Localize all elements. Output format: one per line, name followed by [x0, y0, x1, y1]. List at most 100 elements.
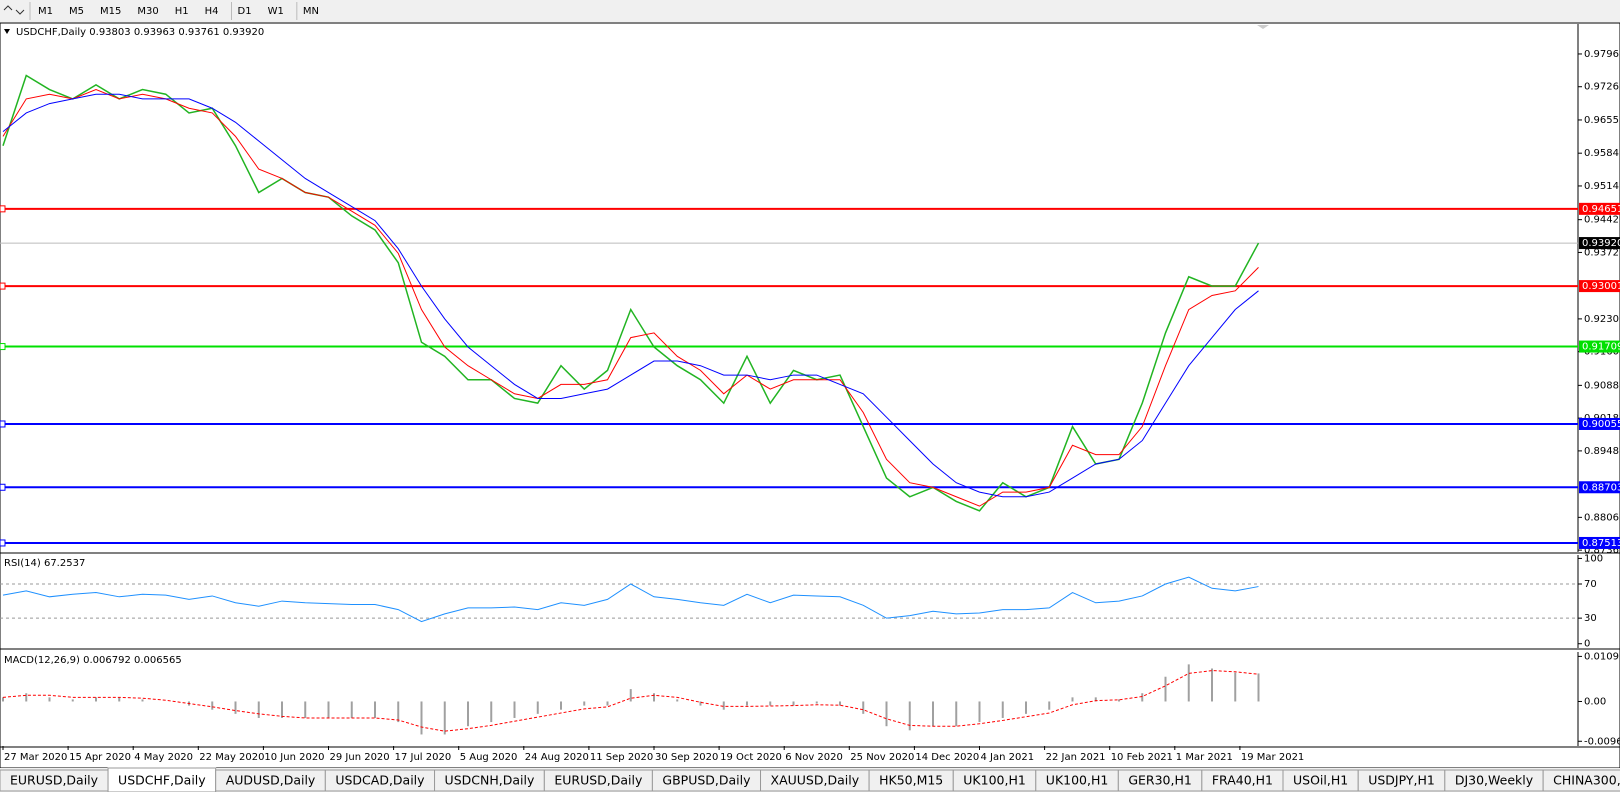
- timeframe-button[interactable]: M1: [38, 6, 53, 17]
- tab-label[interactable]: USDCHF,Daily: [118, 773, 206, 788]
- x-tick-label: 1 Mar 2021: [1176, 752, 1233, 763]
- x-tick-label: 11 Sep 2020: [590, 752, 653, 763]
- level-anchor: [0, 205, 6, 213]
- level-price-label: 0.87513: [1582, 538, 1620, 549]
- level-anchor: [0, 539, 6, 547]
- tab-label[interactable]: FRA40,H1: [1212, 773, 1273, 788]
- indicator-title: USDCHF,Daily 0.93803 0.93963 0.93761 0.9…: [16, 27, 264, 38]
- timeframe-button[interactable]: M30: [137, 6, 158, 17]
- tab-label[interactable]: XAUUSD,Daily: [771, 773, 860, 788]
- tab-label[interactable]: AUDUSD,Daily: [226, 773, 316, 788]
- level-price-box: [1579, 340, 1620, 353]
- tab-label[interactable]: UK100,H1: [1046, 773, 1109, 788]
- timeframe-button[interactable]: W1: [268, 6, 284, 17]
- timeframe-button[interactable]: H4: [205, 6, 219, 17]
- x-tick-label: 29 Jun 2020: [330, 752, 390, 763]
- x-tick-label: 30 Sep 2020: [655, 752, 718, 763]
- y-tick-label: 0.010933: [1584, 651, 1620, 662]
- series-line: [2, 576, 1259, 623]
- level-price-label: 0.90055: [1582, 419, 1620, 430]
- series-line: [2, 88, 1259, 507]
- level-price-label: 0.91709: [1582, 342, 1620, 353]
- tab-label[interactable]: GBPUSD,Daily: [662, 773, 751, 788]
- tab-label[interactable]: HK50,M15: [879, 773, 943, 788]
- tab-label[interactable]: USOil,H1: [1293, 773, 1348, 788]
- tab-label[interactable]: USDCNH,Daily: [445, 773, 535, 788]
- tab-label[interactable]: USDCAD,Daily: [335, 773, 425, 788]
- x-tick-label: 14 Dec 2020: [915, 752, 979, 763]
- x-tick-label: 17 Jul 2020: [395, 752, 452, 763]
- x-tick-label: 22 Jan 2021: [1046, 752, 1106, 763]
- level-anchor: [0, 420, 6, 428]
- tab-label[interactable]: USDJPY,H1: [1368, 773, 1435, 788]
- x-tick-label: 19 Mar 2021: [1241, 752, 1304, 763]
- level-price-label: 0.94651: [1582, 204, 1620, 215]
- last-price-label: 0.93920: [1582, 238, 1620, 249]
- chart-window: [0, 22, 1620, 769]
- tab[interactable]: [107, 767, 217, 793]
- collapse-icon: [4, 29, 10, 34]
- tab-label[interactable]: EURUSD,Daily: [554, 773, 643, 788]
- level-price-box: [1579, 417, 1620, 430]
- x-tick-label: 10 Feb 2021: [1111, 752, 1173, 763]
- x-tick-label: 4 May 2020: [134, 752, 193, 763]
- level-price-box: [1579, 202, 1620, 215]
- tab-label[interactable]: UK100,H1: [963, 773, 1026, 788]
- timeframe-button[interactable]: M15: [100, 6, 121, 17]
- x-tick-label: 24 Aug 2020: [525, 752, 589, 763]
- tab-label[interactable]: GER30,H1: [1128, 773, 1192, 788]
- y-tick-label: 100: [1584, 553, 1603, 564]
- level-price-label: 0.88703: [1582, 482, 1620, 493]
- x-tick-label: 15 Apr 2020: [69, 752, 131, 763]
- series-line: [2, 93, 1259, 498]
- last-price-box: [1579, 237, 1620, 250]
- level-anchor: [0, 282, 6, 290]
- tab[interactable]: [1542, 769, 1620, 792]
- tab-label[interactable]: DJ30,Weekly: [1455, 773, 1534, 788]
- level-anchor: [0, 483, 6, 491]
- signal-line: [2, 670, 1259, 732]
- tab-label[interactable]: CHINA300,H1: [1553, 773, 1620, 788]
- level-price-box: [1579, 536, 1620, 549]
- x-tick-label: 25 Nov 2020: [850, 752, 914, 763]
- x-tick-label: 19 Oct 2020: [720, 752, 782, 763]
- timeframe-button[interactable]: H1: [175, 6, 189, 17]
- x-tick-label: 22 May 2020: [199, 752, 264, 763]
- x-tick-label: 5 Aug 2020: [460, 752, 518, 763]
- level-price-box: [1579, 280, 1620, 293]
- timeframe-button[interactable]: MN: [303, 6, 319, 17]
- x-tick-label: 4 Jan 2021: [981, 752, 1035, 763]
- indicator-title: RSI(14) 67.2537: [4, 558, 85, 569]
- shift-marker: [1257, 25, 1269, 29]
- tab-label[interactable]: EURUSD,Daily: [10, 773, 99, 788]
- level-price-box: [1579, 481, 1620, 494]
- toolbar-icon[interactable]: [3, 5, 25, 15]
- y-tick-label: 0: [1584, 639, 1590, 650]
- x-tick-label: 10 Jun 2020: [264, 752, 324, 763]
- y-tick-label: 70: [1584, 579, 1597, 590]
- y-tick-label: -0.009653: [1584, 736, 1620, 747]
- timeframe-button[interactable]: M5: [69, 6, 84, 17]
- y-tick-label: 30: [1584, 613, 1597, 624]
- level-anchor: [0, 343, 6, 351]
- level-price-label: 0.93001: [1582, 281, 1620, 292]
- toolbar: [0, 0, 1620, 22]
- y-tick-label: 0.00: [1584, 696, 1606, 707]
- timeframe-button[interactable]: D1: [238, 6, 252, 17]
- x-tick-label: 6 Nov 2020: [785, 752, 843, 763]
- x-tick-label: 27 Mar 2020: [4, 752, 67, 763]
- indicator-title: MACD(12,26,9) 0.006792 0.006565: [4, 655, 182, 666]
